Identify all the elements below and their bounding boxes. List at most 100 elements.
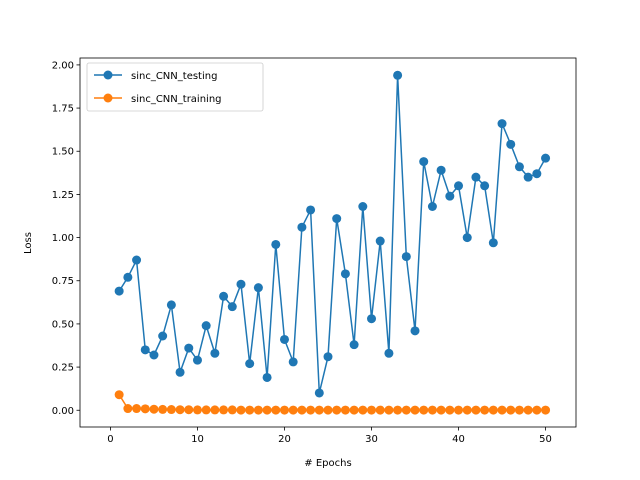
data-point	[210, 348, 220, 358]
data-point	[288, 357, 298, 367]
y-tick-label: 1.25	[52, 190, 74, 201]
x-tick-label: 30	[365, 434, 378, 445]
data-point	[175, 367, 185, 377]
y-tick-label: 1.00	[52, 233, 74, 244]
data-point	[358, 405, 368, 415]
data-point	[245, 359, 255, 369]
data-point	[262, 405, 272, 415]
data-point	[419, 157, 429, 167]
data-point	[541, 405, 551, 415]
data-point	[506, 405, 516, 415]
data-point	[419, 405, 429, 415]
data-point	[114, 390, 124, 400]
data-point	[192, 405, 202, 415]
data-point	[358, 201, 368, 211]
axes-frame	[79, 57, 577, 428]
legend-marker-training	[103, 93, 113, 103]
y-tick-label: 0.25	[52, 363, 74, 374]
data-point	[340, 405, 350, 415]
data-point	[227, 405, 237, 415]
data-point	[123, 272, 133, 282]
data-point	[488, 238, 498, 248]
legend-frame	[86, 62, 264, 112]
data-point	[349, 340, 359, 350]
data-point	[427, 405, 437, 415]
data-point	[149, 350, 159, 360]
data-point	[262, 372, 272, 382]
data-point	[297, 222, 307, 232]
y-tick-label: 0.50	[52, 319, 74, 330]
data-point	[306, 405, 316, 415]
data-point	[514, 162, 524, 172]
data-point	[323, 405, 333, 415]
data-point	[219, 291, 229, 301]
data-point	[201, 321, 211, 331]
data-point	[436, 405, 446, 415]
data-point	[314, 405, 324, 415]
data-point	[166, 405, 176, 415]
data-point	[201, 405, 211, 415]
data-point	[253, 283, 263, 293]
data-point	[236, 279, 246, 289]
data-point	[497, 405, 507, 415]
data-point	[454, 405, 464, 415]
x-axis-label: # Epochs	[304, 458, 351, 469]
series-line-0	[118, 75, 547, 394]
data-point	[523, 405, 533, 415]
y-tick-label: 1.50	[52, 147, 74, 158]
data-point	[514, 405, 524, 415]
data-point	[288, 405, 298, 415]
data-point	[384, 405, 394, 415]
data-point	[393, 70, 403, 80]
y-axis-label: Loss	[23, 232, 34, 254]
data-point	[332, 214, 342, 224]
data-point	[410, 326, 420, 336]
data-point	[532, 169, 542, 179]
data-point	[279, 334, 289, 344]
data-point	[175, 405, 185, 415]
legend-marker-testing	[103, 70, 113, 80]
data-point	[140, 345, 150, 355]
data-point	[132, 255, 142, 265]
data-point	[488, 405, 498, 415]
data-point	[532, 405, 542, 415]
data-point	[184, 343, 194, 353]
series-layer	[114, 70, 551, 415]
data-point	[210, 405, 220, 415]
x-tick-label: 0	[107, 434, 113, 445]
x-tick-label: 50	[539, 434, 552, 445]
x-tick-label: 10	[191, 434, 204, 445]
y-tick-label: 0.00	[52, 406, 74, 417]
data-point	[297, 405, 307, 415]
data-point	[367, 314, 377, 324]
data-point	[271, 239, 281, 249]
data-point	[401, 252, 411, 262]
data-point	[454, 181, 464, 191]
data-point	[480, 405, 490, 415]
data-point	[384, 348, 394, 358]
data-point	[427, 201, 437, 211]
data-point	[445, 191, 455, 201]
data-point	[158, 404, 168, 414]
data-point	[375, 405, 385, 415]
data-point	[332, 405, 342, 415]
data-point	[462, 233, 472, 243]
legend-label-training: sinc_CNN_training	[131, 94, 222, 105]
data-point	[158, 331, 168, 341]
data-point	[123, 404, 133, 414]
data-point	[375, 236, 385, 246]
y-tick-label: 0.75	[52, 276, 74, 287]
data-point	[271, 405, 281, 415]
data-point	[497, 119, 507, 129]
data-point	[349, 405, 359, 415]
data-point	[114, 286, 124, 296]
data-point	[306, 205, 316, 215]
data-point	[410, 405, 420, 415]
data-point	[393, 405, 403, 415]
data-point	[401, 405, 411, 415]
data-point	[184, 405, 194, 415]
x-tick-label: 20	[278, 434, 291, 445]
data-point	[245, 405, 255, 415]
data-point	[253, 405, 263, 415]
